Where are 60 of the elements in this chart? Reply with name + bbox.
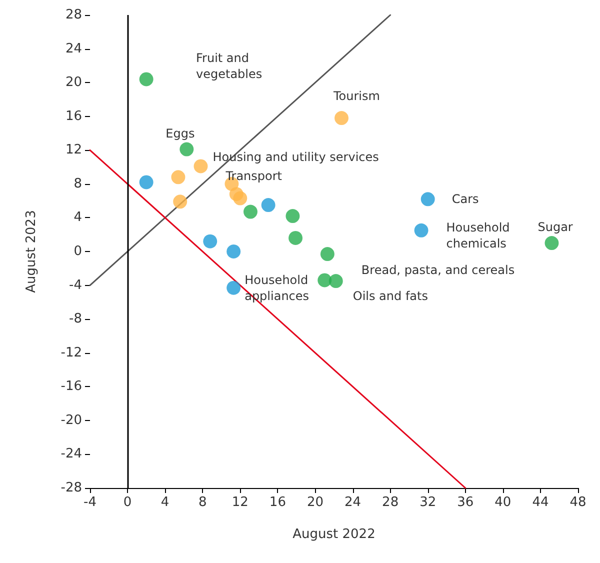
x-tick-label: 32 [420,495,436,510]
y-tick-label: -12 [60,345,82,360]
x-tick-label: 16 [269,495,286,510]
y-tick-label: 0 [74,244,82,259]
point [173,194,188,209]
point [180,142,194,156]
x-tick-label: 20 [306,495,324,510]
annotation: Tourism [332,89,380,104]
point [171,170,186,184]
y-tick-label: 20 [65,75,82,90]
x-tick-label: 44 [532,495,549,510]
annotation: Sugar [538,220,573,234]
x-tick-label: 40 [494,495,512,510]
point [288,230,303,245]
point [194,159,208,174]
y-tick-label: 8 [74,176,82,192]
x-axis-title: August 2022 [292,527,376,542]
point [544,236,559,250]
annotation: Oils and fats [352,289,428,304]
x-tick-label: 48 [570,495,586,510]
y-tick-label: 28 [65,8,82,22]
point [139,72,154,86]
point [414,223,428,238]
point [420,192,435,206]
y-tick-label: 24 [65,41,82,56]
point [203,234,218,248]
y-tick-label: 16 [65,108,82,124]
y-tick-label: -4 [69,278,82,293]
y-tick-label: -16 [60,379,82,394]
point [226,280,241,295]
x-tick-label: 24 [344,495,362,510]
point [328,274,343,288]
x-tick-label: 8 [198,495,207,510]
x-tick-label: 4 [160,495,170,510]
y-tick-label: -20 [60,412,82,428]
x-tick-label: 36 [457,495,474,510]
y-tick-label: 12 [65,142,82,158]
annotation: Transport [224,168,282,183]
x-tick-label: 12 [232,495,248,510]
annotation: Cars [452,192,479,206]
annotation: Eggs [166,126,195,140]
y-tick-label: 4 [74,210,82,226]
point [243,204,258,219]
y-tick-label: -28 [60,480,82,496]
point [334,111,349,126]
point [286,209,300,224]
y-axis-title: August 2023 [24,210,39,293]
point [261,198,276,212]
x-tick-label: -4 [84,495,96,510]
x-tick-label: 0 [123,495,132,510]
y-tick-label: -24 [60,446,82,462]
annotation: Household chemicals [446,220,510,250]
x-tick-label: 28 [382,495,399,510]
point [320,247,334,262]
point [139,175,154,190]
y-tick-label: -8 [69,312,82,327]
annotation: Fruit and vegetables [196,51,262,81]
point [233,191,248,206]
point [226,244,241,258]
annotation: Bread, pasta, and cereals [361,263,515,278]
